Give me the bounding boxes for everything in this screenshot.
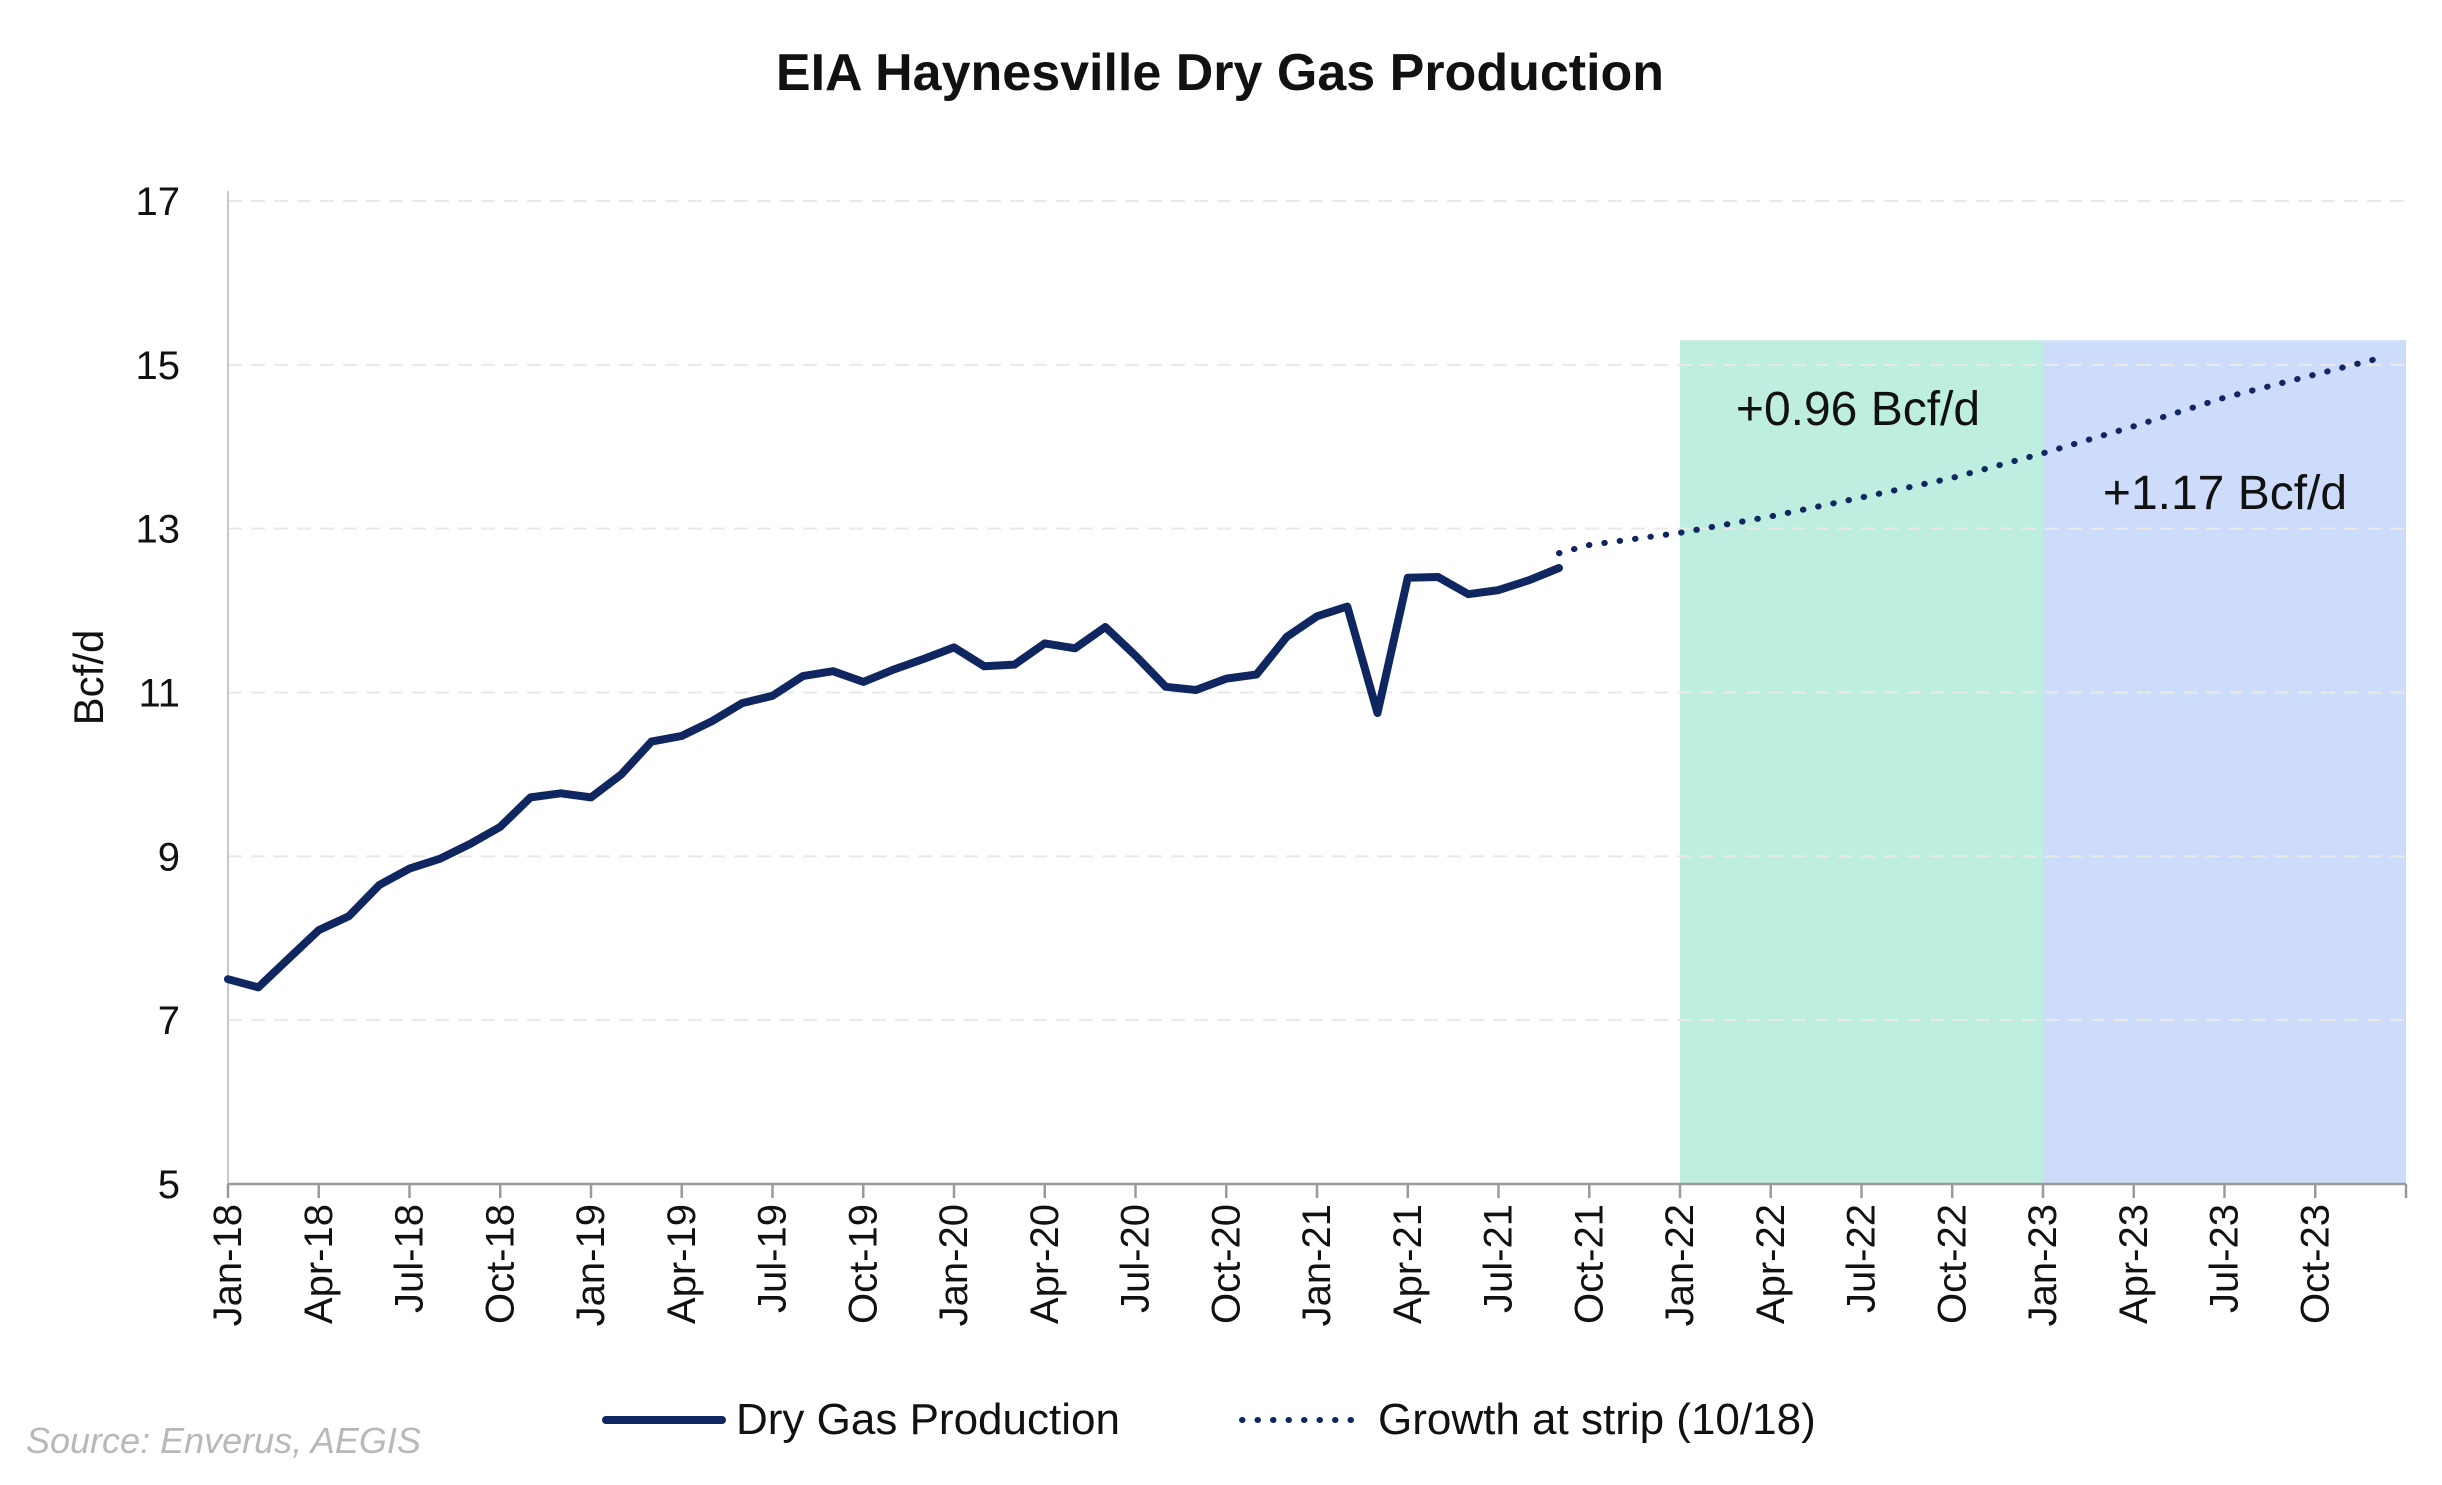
x-tick-label: Oct-19 [841, 1204, 885, 1324]
y-tick-label: 9 [158, 835, 180, 879]
x-tick-label: Apr-20 [1023, 1204, 1067, 1324]
series-line-1 [224, 564, 1563, 992]
y-tick-label: 5 [158, 1163, 180, 1207]
x-tick-label: Jul-18 [388, 1204, 432, 1313]
y-axis-label: Bcf/d [65, 630, 112, 726]
x-tick-label: Jul-21 [1477, 1204, 1521, 1313]
x-tick-label: Oct-18 [478, 1204, 522, 1324]
x-tick-label: Jan-20 [932, 1204, 976, 1326]
x-tick-label: Apr-19 [660, 1204, 704, 1324]
x-tick-label: Jan-22 [1658, 1204, 1702, 1326]
legend-label-2: Growth at strip (10/18) [1378, 1395, 1816, 1444]
x-tick-label: Jul-23 [2203, 1204, 2247, 1313]
legend: Dry Gas Production Growth at strip (10/18… [602, 1395, 1816, 1444]
y-tick-label: 11 [138, 672, 180, 716]
region-annotation-1: +0.96 Bcf/d [1736, 383, 1980, 436]
x-tick-label: Apr-18 [297, 1204, 341, 1324]
x-tick-label: Jan-18 [206, 1204, 250, 1326]
shaded-region-1 [1680, 340, 2043, 1185]
legend-label-1: Dry Gas Production [736, 1395, 1120, 1444]
x-tick-label: Jan-21 [1295, 1204, 1339, 1326]
x-tick-label: Apr-23 [2112, 1204, 2156, 1324]
region-annotation-2: +1.17 Bcf/d [2103, 467, 2347, 520]
x-tick-label: Jan-23 [2021, 1204, 2065, 1326]
x-tick-label: Oct-23 [2293, 1204, 2337, 1324]
x-tick-label: Oct-20 [1204, 1204, 1248, 1324]
series-line-2 [1556, 356, 2379, 557]
x-tick-label: Apr-21 [1386, 1204, 1430, 1324]
y-tick-label: 7 [158, 999, 180, 1043]
y-tick-label: 13 [136, 508, 181, 552]
x-tick-label: Jan-19 [569, 1204, 613, 1326]
chart-title: EIA Haynesville Dry Gas Production [776, 44, 1664, 102]
x-tick-label: Jul-19 [751, 1204, 795, 1313]
x-tick-label: Jul-22 [1840, 1204, 1884, 1313]
x-tick-label: Oct-22 [1930, 1204, 1974, 1324]
x-tick-label: Jul-20 [1114, 1204, 1158, 1313]
x-tick-label: Oct-21 [1567, 1204, 1611, 1324]
shaded-region-2 [2043, 340, 2406, 1185]
x-tick-label: Apr-22 [1749, 1204, 1793, 1324]
source-note: Source: Enverus, AEGIS [26, 1420, 421, 1461]
y-tick-label: 17 [136, 180, 181, 224]
y-tick-label: 15 [136, 344, 181, 388]
